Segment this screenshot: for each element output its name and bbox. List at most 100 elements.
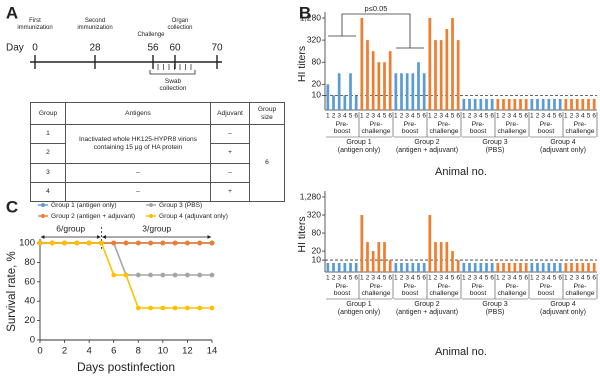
y-tick-label: 10: [312, 90, 322, 100]
x-tick-label: 5: [485, 113, 489, 120]
x-axis-label: Animal no.: [435, 166, 487, 178]
bar: [558, 262, 562, 272]
timeline-day: 70: [211, 43, 223, 54]
bar: [530, 98, 534, 110]
x-tick-label: 1: [496, 275, 500, 282]
group-sublabel: (adjuvant only): [540, 309, 586, 316]
legend-marker: [41, 214, 45, 218]
bar: [468, 98, 471, 110]
bar: [428, 215, 432, 272]
bar: [349, 262, 352, 272]
x-tick-label: 4: [86, 346, 91, 357]
series-point: [148, 272, 153, 278]
x-tick-label: 4: [513, 275, 517, 282]
table-cell: –: [210, 123, 250, 145]
x-tick-label: 6: [388, 275, 392, 282]
bar: [502, 98, 505, 110]
x-tick-label: 3: [371, 275, 375, 282]
bar: [575, 98, 579, 110]
x-tick-label: 3: [575, 275, 579, 282]
table-cell: 2: [30, 143, 66, 164]
group-sublabel: (antigen only): [337, 309, 381, 316]
y-tick-label: 60: [24, 276, 35, 287]
phase-label: Pre-challenge: [429, 121, 459, 135]
x-tick-label: 10: [158, 346, 169, 357]
panel-label: B: [299, 3, 311, 22]
x-tick-label: 1: [428, 113, 432, 120]
x-tick-label: 5: [553, 275, 557, 282]
x-tick-label: 4: [479, 275, 483, 282]
bar: [587, 98, 590, 110]
bar: [473, 98, 477, 110]
x-tick-label: 2: [434, 113, 438, 120]
x-axis-label: Animal no.: [435, 346, 487, 358]
group-sublabel: (antigen only): [337, 147, 381, 154]
legend-label: Group 3 (PBS): [159, 202, 202, 209]
bar: [383, 62, 386, 110]
series-point: [160, 240, 166, 246]
bar: [541, 262, 545, 272]
table-cell: –: [210, 162, 250, 183]
bar: [337, 262, 341, 272]
group-label: Group 1: [346, 301, 372, 308]
bar: [575, 262, 579, 272]
table-cell: –: [65, 181, 211, 203]
x-tick-label: 5: [451, 275, 455, 282]
y-axis-label: HI titers: [296, 46, 308, 82]
bar: [570, 98, 573, 110]
x-tick-label: 3: [473, 113, 477, 120]
x-tick-label: 3: [473, 275, 477, 282]
y-tick-label: 80: [312, 56, 322, 66]
x-tick-label: 6: [456, 275, 460, 282]
series-point: [172, 240, 178, 246]
y-tick-label: 10: [312, 254, 322, 264]
legend-marker: [149, 203, 153, 207]
x-tick-label: 3: [337, 275, 341, 282]
bar: [496, 98, 500, 110]
bar: [326, 84, 330, 110]
table-header: Group size: [249, 102, 285, 125]
x-tick-label: 4: [343, 113, 347, 120]
x-tick-label: 1: [462, 275, 466, 282]
group-sublabel: (antigen + adjuvant): [395, 147, 459, 154]
x-tick-label: 6: [111, 346, 116, 357]
series-point: [197, 272, 203, 278]
x-tick-label: 5: [553, 113, 557, 120]
timeline-day: 56: [147, 43, 159, 54]
x-tick-label: 6: [558, 275, 562, 282]
x-tick-label: 4: [411, 113, 415, 120]
bar: [366, 242, 369, 272]
bar: [451, 18, 454, 110]
x-tick-label: 2: [536, 113, 540, 120]
series-point: [148, 240, 153, 246]
x-tick-label: 6: [490, 113, 494, 120]
x-tick-label: 2: [400, 275, 404, 282]
x-tick-label: 1: [394, 275, 398, 282]
table-cell: +: [210, 181, 250, 203]
phase-label: Pre-boost: [401, 121, 419, 135]
x-tick-label: 2: [332, 113, 336, 120]
x-tick-label: 6: [354, 113, 358, 120]
bar: [332, 95, 335, 110]
x-tick-label: 1: [428, 275, 432, 282]
x-tick-label: 4: [377, 113, 381, 120]
bar: [456, 260, 460, 272]
table-header: Adjuvant: [210, 102, 250, 125]
x-tick-label: 5: [485, 275, 489, 282]
series-point: [86, 240, 92, 246]
bar: [417, 62, 420, 110]
x-tick-label: 6: [524, 113, 528, 120]
annotation-label: 3/group: [142, 223, 171, 233]
x-tick-label: 4: [445, 275, 449, 282]
bar: [541, 98, 545, 110]
x-tick-label: 1: [360, 275, 364, 282]
x-tick-label: 6: [592, 113, 596, 120]
x-tick-label: 3: [371, 113, 375, 120]
x-tick-label: 2: [570, 275, 574, 282]
bar: [502, 262, 505, 272]
x-tick-label: 1: [530, 275, 534, 282]
bar: [400, 262, 403, 272]
group-label: Group 1: [346, 139, 372, 146]
phase-label: Pre-challenge: [565, 283, 595, 297]
significance-bracket: [328, 13, 424, 49]
